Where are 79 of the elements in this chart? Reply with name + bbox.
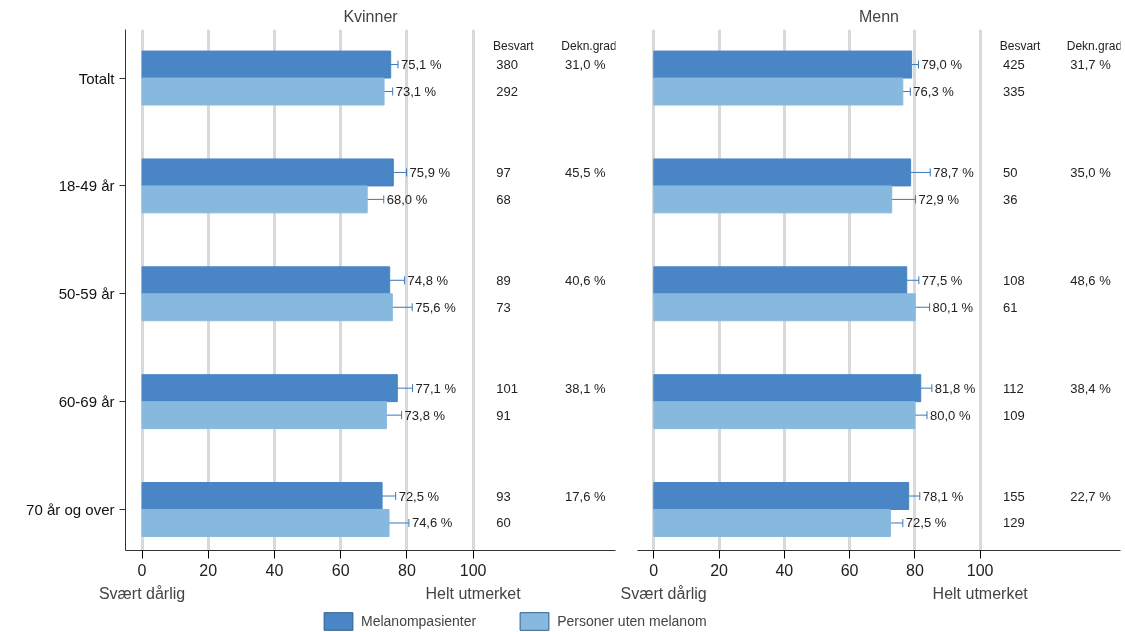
legend-label: Personer uten melanom <box>557 613 707 629</box>
data-label: 75,9 % <box>409 164 451 180</box>
annotation: 36 <box>1003 191 1018 207</box>
text: Helt utmerket <box>425 584 522 602</box>
data-label: 77,1 % <box>415 380 457 396</box>
legend-label: Melanompasienter <box>361 613 477 629</box>
y-tick-label: 60-69 år <box>58 393 115 411</box>
y-tick-label: 50-59 år <box>58 285 115 303</box>
annotation: 425 <box>1003 57 1025 73</box>
data-label: 78,1 % <box>922 488 964 504</box>
annotation: 380 <box>496 57 519 73</box>
annotation: 292 <box>496 84 519 100</box>
annotation: 40,6 % <box>565 272 607 288</box>
annotation: 38,4 % <box>1070 380 1112 396</box>
annotation: Besvart <box>493 38 535 53</box>
annotation: 60 <box>496 515 511 531</box>
annotation: Dekn.grad <box>1066 38 1123 53</box>
y-tick-label: 18-49 år <box>58 177 115 195</box>
annotation: 91 <box>496 407 511 423</box>
annotation: 335 <box>1003 84 1025 100</box>
x-tick-label: 0 <box>137 561 147 579</box>
data-label: 79,0 % <box>921 57 963 73</box>
annotation: 17,6 % <box>565 488 607 504</box>
annotation: Dekn.grad <box>561 38 617 53</box>
x-tick-label: 60 <box>331 561 350 579</box>
annotation: 109 <box>1003 407 1025 423</box>
annotation: 93 <box>496 488 511 504</box>
annotation: 22,7 % <box>1070 488 1112 504</box>
x-tick-label: 100 <box>966 561 994 579</box>
annotation: 129 <box>1003 515 1025 531</box>
x-tick-label: 20 <box>710 561 729 579</box>
data-label: 80,1 % <box>932 299 974 315</box>
annotation: 50 <box>1003 164 1018 180</box>
annotation: 68 <box>496 191 511 207</box>
chart-title: Kvinner <box>343 7 399 25</box>
x-tick-label: 40 <box>265 561 284 579</box>
annotation: 45,5 % <box>565 164 607 180</box>
x-tick-label: 80 <box>398 561 416 579</box>
annotation: 35,0 % <box>1070 164 1112 180</box>
annotation: 73 <box>496 299 511 315</box>
annotation: 101 <box>496 380 519 396</box>
annotation: 108 <box>1003 272 1025 288</box>
annotation: 155 <box>1003 488 1025 504</box>
data-label: 75,6 % <box>415 299 457 315</box>
data-label: 77,5 % <box>921 272 963 288</box>
annotation: 38,1 % <box>565 380 607 396</box>
x-tick-label: 80 <box>906 561 924 579</box>
data-label: 81,8 % <box>934 380 976 396</box>
data-label: 76,3 % <box>913 84 955 100</box>
text: Helt utmerket <box>932 584 1029 602</box>
data-label: 75,1 % <box>400 57 442 73</box>
annotation: 97 <box>496 164 511 180</box>
chart-title: Menn <box>858 7 900 25</box>
data-label: 73,1 % <box>395 84 437 100</box>
annotation: 61 <box>1003 299 1018 315</box>
x-tick-label: 40 <box>775 561 794 579</box>
data-label: 73,8 % <box>404 407 446 423</box>
data-label: 72,5 % <box>905 515 947 531</box>
y-tick-label: 70 år og over <box>26 501 115 519</box>
annotation: Besvart <box>999 38 1042 53</box>
data-label: 68,0 % <box>386 191 428 207</box>
y-tick-label: Totalt <box>78 69 116 87</box>
x-tick-label: 20 <box>199 561 218 579</box>
x-tick-label: 100 <box>459 561 487 579</box>
data-label: 72,9 % <box>918 191 960 207</box>
annotation: 31,7 % <box>1070 57 1112 73</box>
data-label: 74,6 % <box>411 515 453 531</box>
text: Svært dårlig <box>98 584 186 602</box>
data-label: 80,0 % <box>929 407 971 423</box>
annotation: 112 <box>1003 380 1024 396</box>
text: Svært dårlig <box>620 584 707 602</box>
x-tick-label: 0 <box>649 561 659 579</box>
data-label: 78,7 % <box>933 164 975 180</box>
annotation: 89 <box>496 272 511 288</box>
annotation: 48,6 % <box>1070 272 1112 288</box>
data-label: 72,5 % <box>398 488 440 504</box>
x-tick-label: 60 <box>840 561 859 579</box>
data-label: 74,8 % <box>407 272 449 288</box>
annotation: 31,0 % <box>565 57 607 73</box>
